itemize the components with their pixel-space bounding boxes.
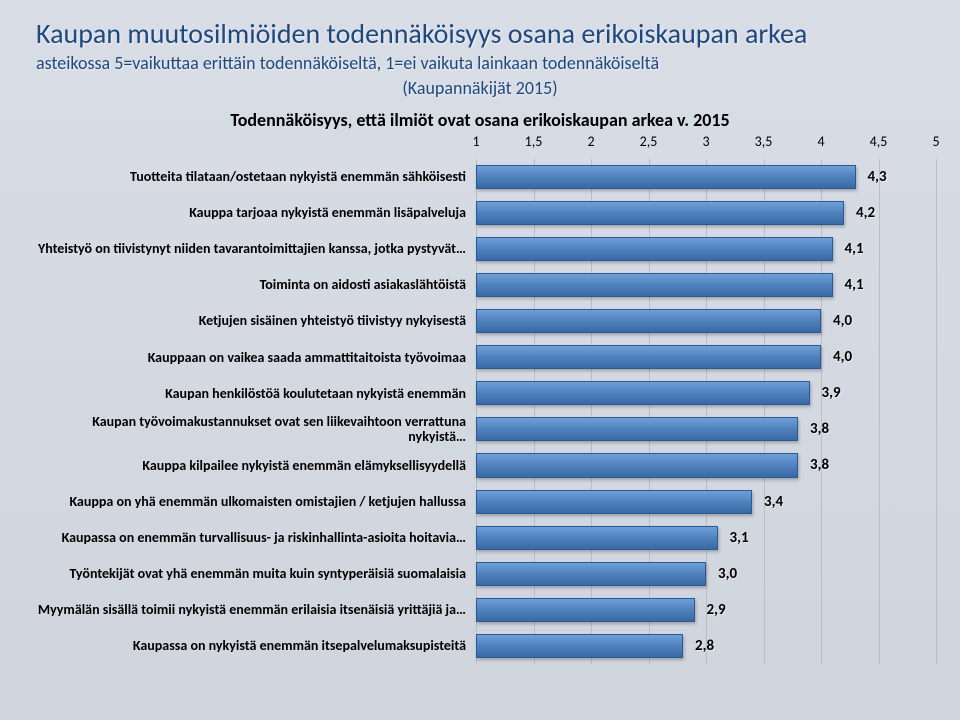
chart-row: Ketjujen sisäinen yhteistyö tiivistyy ny… [36,303,924,339]
bar [476,237,833,261]
chart-title: Todennäköisyys, että ilmiöt ovat osana e… [36,109,924,131]
chart-row: Toiminta on aidosti asiakaslähtöistä 4,1 [36,267,924,303]
bar [476,165,856,189]
y-label: Kaupassa on nykyistä enemmän itsepalvelu… [36,638,476,653]
bar-value: 3,9 [810,384,841,402]
chart-row: Kauppa kilpailee nykyistä enemmän elämyk… [36,447,924,483]
bar-value: 4,3 [856,168,887,186]
bar [476,381,810,405]
bar-area: 2,9 [476,592,924,628]
x-tick: 4 [817,133,824,150]
bar-area: 3,8 [476,411,924,447]
bar-area: 4,2 [476,195,924,231]
chart-row: Kaupassa on nykyistä enemmän itsepalvelu… [36,628,924,664]
bar-area: 4,0 [476,303,924,339]
page-title: Kaupan muutosilmiöiden todennäköisyys os… [36,18,924,50]
bar [476,490,752,514]
bar [476,201,844,225]
x-tick: 2,5 [640,133,658,150]
bar [476,634,683,658]
y-label: Kauppa tarjoaa nykyistä enemmän lisäpalv… [36,205,476,220]
bar-value: 4,0 [821,312,852,330]
chart-row: Kauppa tarjoaa nykyistä enemmän lisäpalv… [36,195,924,231]
chart-row: Myymälän sisällä toimii nykyistä enemmän… [36,592,924,628]
bar-area: 3,1 [476,520,924,556]
y-label: Tuotteita tilataan/ostetaan nykyistä ene… [36,169,476,184]
y-label: Kaupassa on enemmän turvallisuus- ja ris… [36,530,476,545]
bar [476,345,821,369]
y-label: Ketjujen sisäinen yhteistyö tiivistyy ny… [36,313,476,328]
y-label: Myymälän sisällä toimii nykyistä enemmän… [36,602,476,617]
page-subtitle-1: asteikossa 5=vaikuttaa erittäin todennäk… [36,52,924,75]
bar-area: 4,0 [476,339,924,375]
y-label: Kauppa on yhä enemmän ulkomaisten omista… [36,494,476,509]
bar-area: 4,3 [476,159,924,195]
bar-value: 4,1 [833,276,864,294]
chart-row: Kaupan työvoimakustannukset ovat sen lii… [36,411,924,447]
bar-value: 3,8 [798,420,829,438]
y-label: Toiminta on aidosti asiakaslähtöistä [36,277,476,292]
chart-row: Kauppa on yhä enemmän ulkomaisten omista… [36,484,924,520]
bar-value: 4,0 [821,348,852,366]
chart-row: Kaupan henkilöstöä koulutetaan nykyistä … [36,375,924,411]
y-label: Kaupan työvoimakustannukset ovat sen lii… [36,414,476,445]
bar-value: 2,9 [695,601,726,619]
bar-area: 4,1 [476,267,924,303]
x-tick: 1 [472,133,479,150]
bar-value: 3,8 [798,456,829,474]
bar-area: 3,4 [476,484,924,520]
bar [476,598,695,622]
bar [476,453,798,477]
bar-value: 3,1 [718,529,749,547]
x-tick: 4,5 [870,133,888,150]
slide: Kaupan muutosilmiöiden todennäköisyys os… [0,0,960,720]
bar-value: 3,4 [752,493,783,511]
bar [476,417,798,441]
bar-value: 3,0 [706,565,737,583]
bar-area: 3,9 [476,375,924,411]
x-tick: 5 [932,133,939,150]
chart-row: Kauppaan on vaikea saada ammattitaitoist… [36,339,924,375]
bar-value: 4,1 [833,240,864,258]
x-tick: 3 [702,133,709,150]
bar-area: 2,8 [476,628,924,664]
bar-area: 3,0 [476,556,924,592]
chart-row: Työntekijät ovat yhä enemmän muita kuin … [36,556,924,592]
y-label: Kauppa kilpailee nykyistä enemmän elämyk… [36,458,476,473]
y-label: Kaupan henkilöstöä koulutetaan nykyistä … [36,386,476,401]
x-tick: 2 [587,133,594,150]
page-subtitle-2: (Kaupannäkijät 2015) [36,77,924,99]
chart-row: Kaupassa on enemmän turvallisuus- ja ris… [36,520,924,556]
bar-value: 4,2 [844,204,875,222]
chart-row: Tuotteita tilataan/ostetaan nykyistä ene… [36,159,924,195]
chart-row: Yhteistyö on tiivistynyt niiden tavarant… [36,231,924,267]
bar-area: 3,8 [476,447,924,483]
x-tick: 1,5 [525,133,543,150]
y-label: Kauppaan on vaikea saada ammattitaitoist… [36,350,476,365]
bar [476,309,821,333]
bar [476,526,718,550]
y-label: Työntekijät ovat yhä enemmän muita kuin … [36,566,476,581]
bar-chart: 11,522,533,544,55 Tuotteita tilataan/ost… [36,133,924,664]
bar [476,562,706,586]
bar-value: 2,8 [683,637,714,655]
bar-area: 4,1 [476,231,924,267]
x-axis: 11,522,533,544,55 [36,133,924,155]
x-tick: 3,5 [755,133,773,150]
bar [476,273,833,297]
y-label: Yhteistyö on tiivistynyt niiden tavarant… [36,241,476,256]
